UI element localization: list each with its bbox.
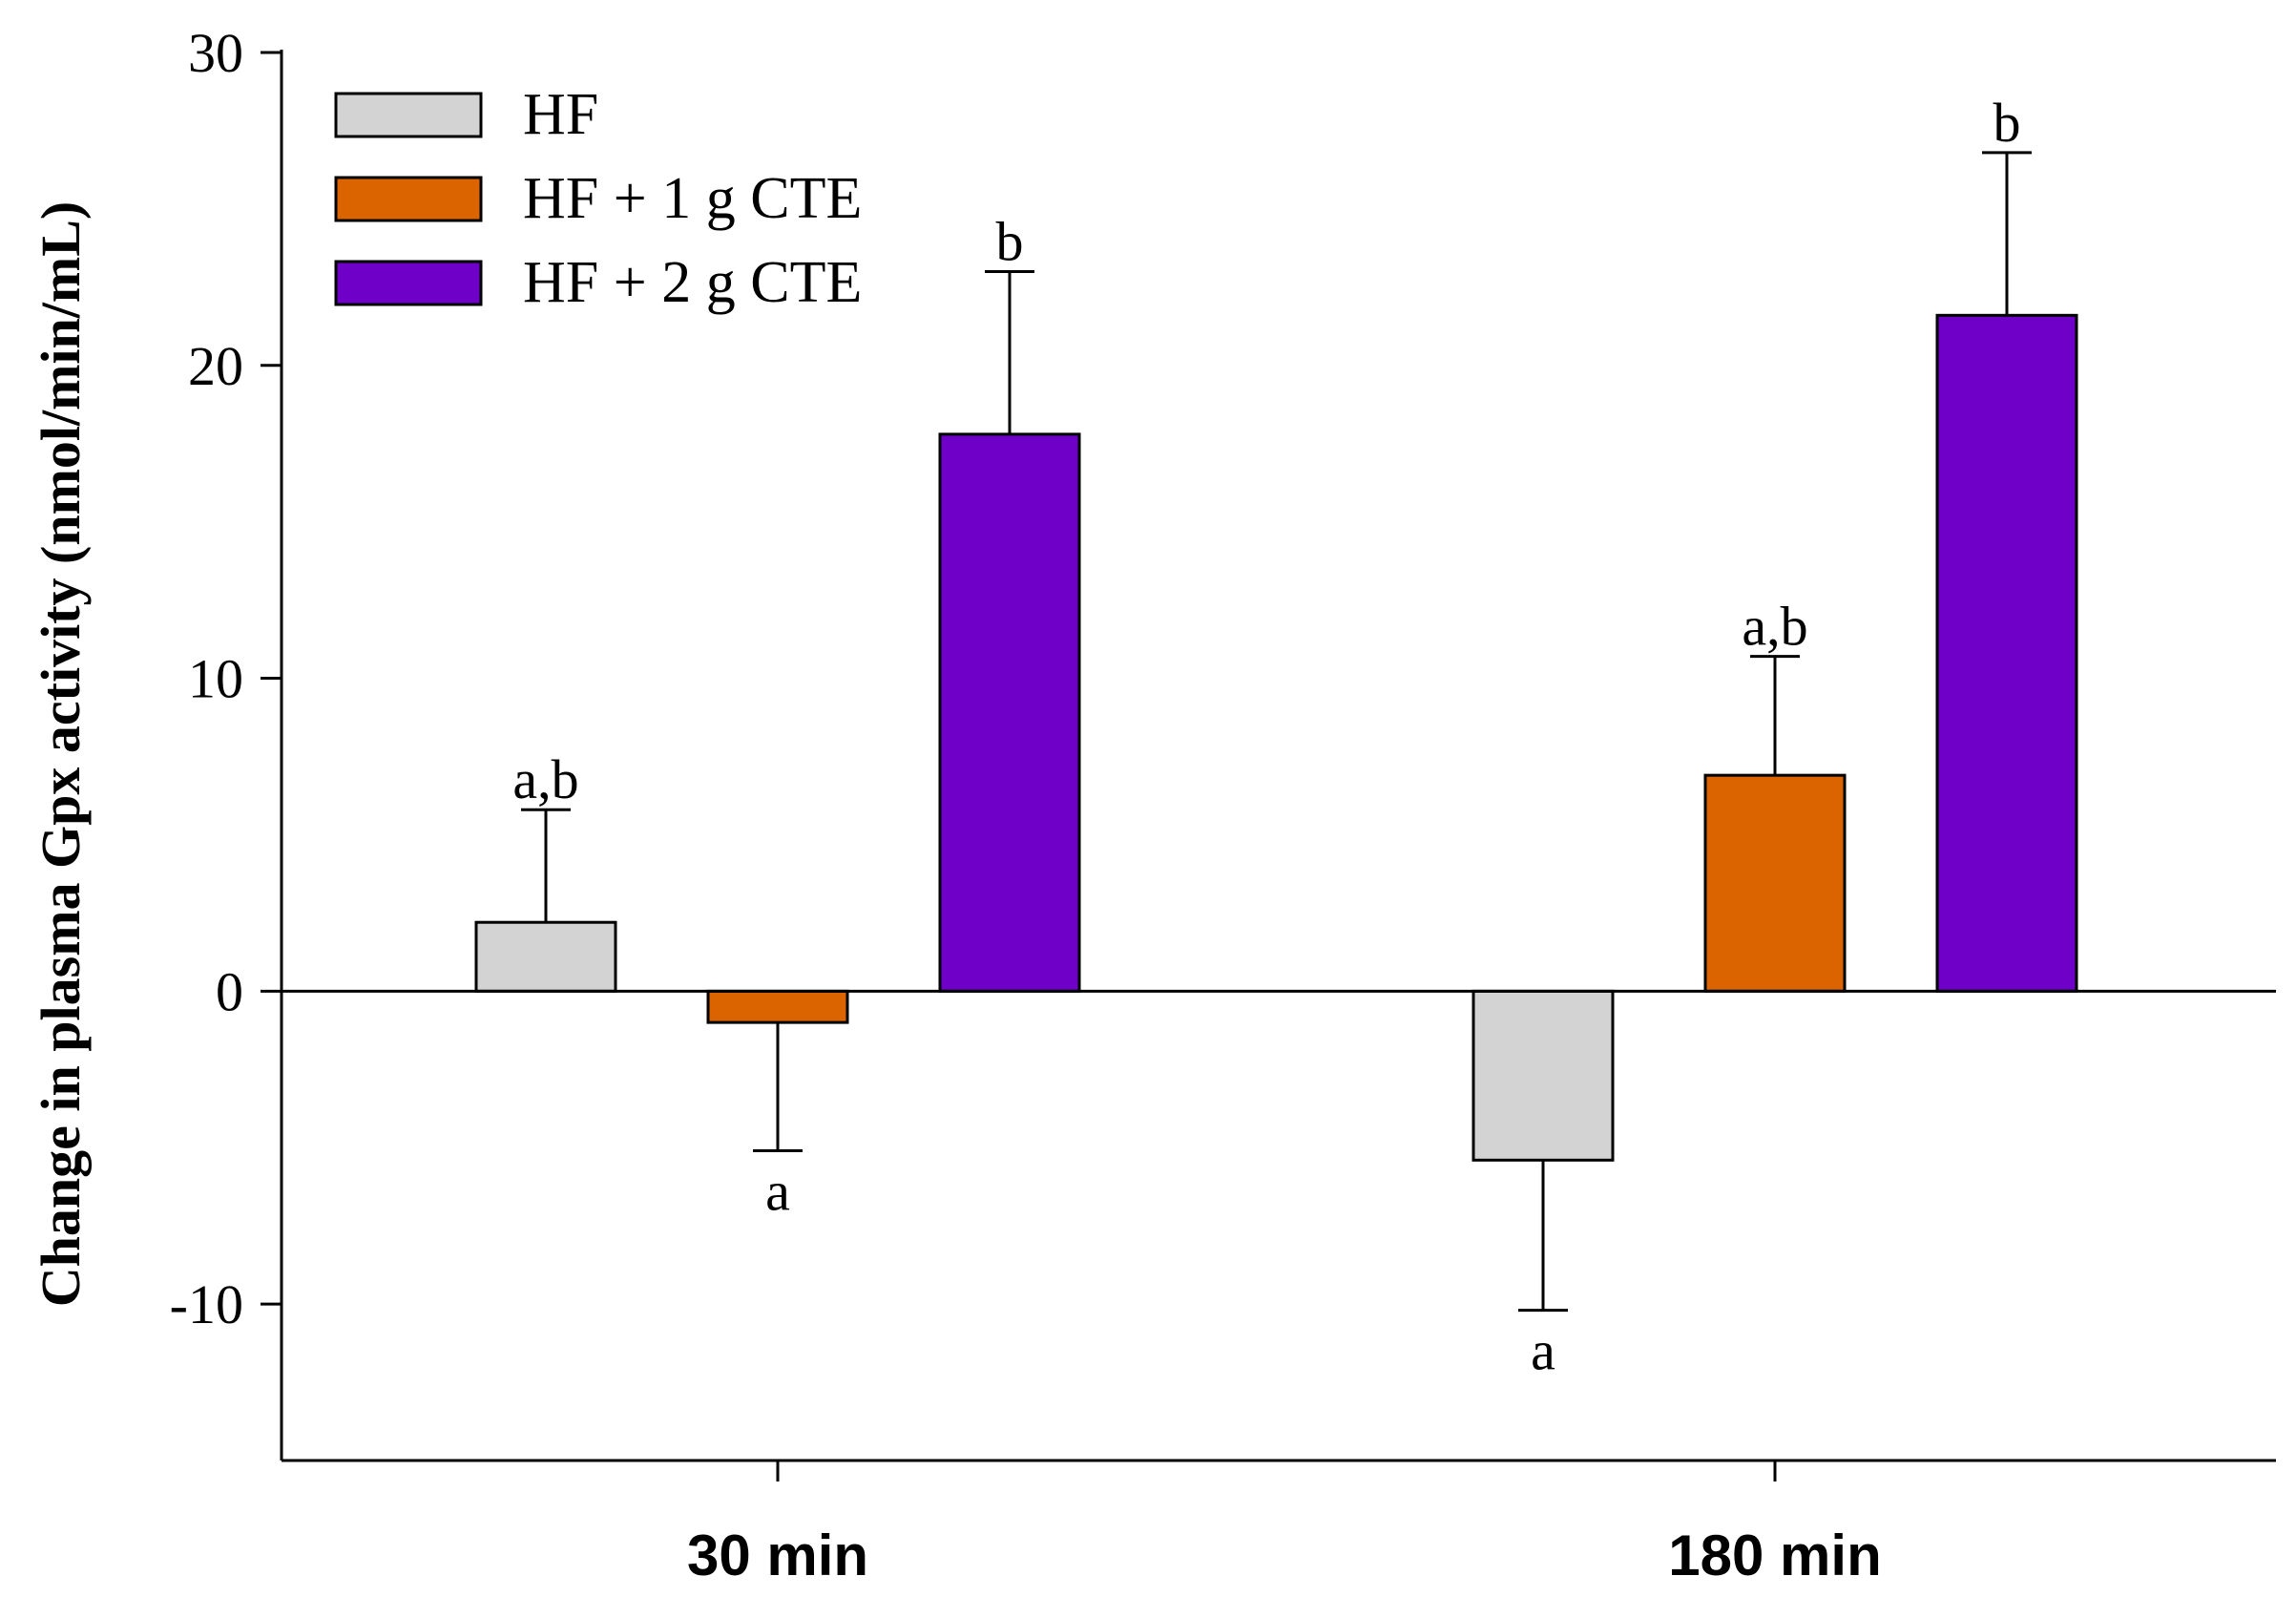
y-axis-title: Change in plasma Gpx activity (nmol/min/… <box>30 201 92 1307</box>
bar <box>474 920 617 993</box>
significance-label: b <box>996 210 1024 272</box>
y-tick-label: 20 <box>188 335 243 397</box>
legend-label: HF <box>523 82 598 147</box>
x-category-label: 180 min <box>1668 1523 1881 1587</box>
legend-label: HF + 2 g CTE <box>523 250 862 315</box>
bar <box>1472 989 1615 1162</box>
x-category-label: 30 min <box>687 1523 868 1587</box>
significance-label: a,b <box>512 748 578 810</box>
legend-swatch <box>334 260 483 306</box>
significance-label: b <box>1993 92 2021 154</box>
significance-label: a,b <box>1742 596 1807 658</box>
legend-swatch <box>334 92 483 138</box>
legend-swatch <box>334 176 483 222</box>
y-tick-label: 0 <box>216 960 243 1022</box>
y-tick-label: 10 <box>188 648 243 710</box>
y-tick-label: -10 <box>170 1273 243 1335</box>
bar <box>706 989 849 1024</box>
bar <box>938 432 1081 993</box>
legend-label: HF + 1 g CTE <box>523 166 862 231</box>
significance-label: a <box>765 1161 790 1223</box>
significance-label: a <box>1531 1320 1555 1382</box>
bar <box>1935 313 2078 993</box>
y-tick-label: 30 <box>188 22 243 84</box>
bar <box>1703 773 1847 993</box>
